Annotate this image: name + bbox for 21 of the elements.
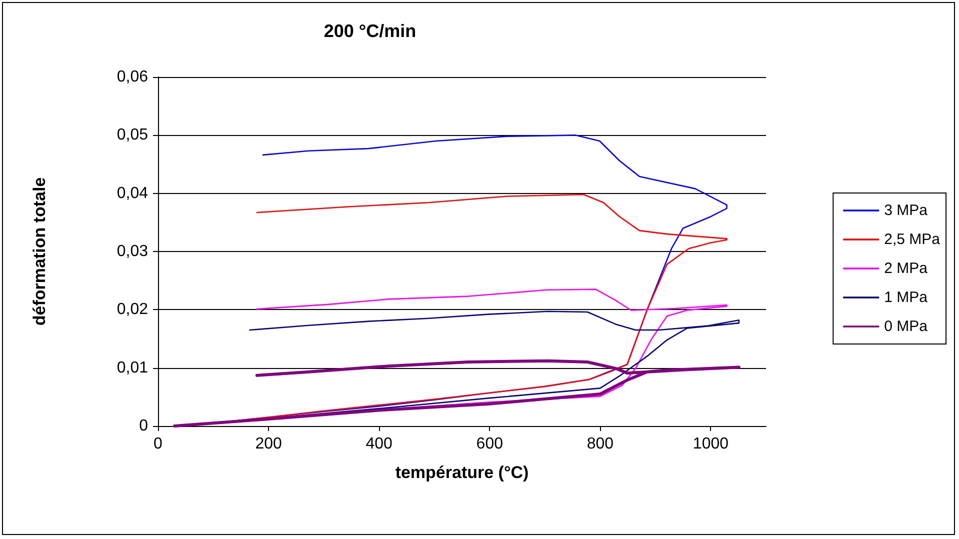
legend-label: 2 MPa <box>884 260 928 277</box>
x-tick-label: 800 <box>586 436 614 452</box>
y-tick-label: 0,05 <box>116 126 148 144</box>
x-tick-label: 0 <box>154 436 163 452</box>
x-tick-label: 600 <box>476 436 504 452</box>
y-tick-label: 0,06 <box>116 68 148 86</box>
y-tick-label: 0,03 <box>116 243 148 260</box>
legend-label: 1 MPa <box>884 289 928 306</box>
legend-label: 0 MPa <box>884 318 928 335</box>
y-tick-label: 0 <box>139 418 148 434</box>
x-tick-label: 1000 <box>692 436 729 452</box>
y-tick-label: 0,02 <box>116 301 148 318</box>
x-axis-title: température (°C) <box>395 463 529 482</box>
y-tick-label: 0,04 <box>116 184 148 202</box>
x-tick-label: 400 <box>366 436 393 452</box>
legend-label: 2,5 MPa <box>884 231 941 248</box>
y-axis-title: déformation totale <box>30 177 49 326</box>
legend-label: 3 MPa <box>884 202 928 219</box>
y-tick-label: 0,01 <box>116 359 148 376</box>
x-tick-label: 200 <box>255 436 282 452</box>
chart-title: 200 °C/min <box>324 21 416 41</box>
